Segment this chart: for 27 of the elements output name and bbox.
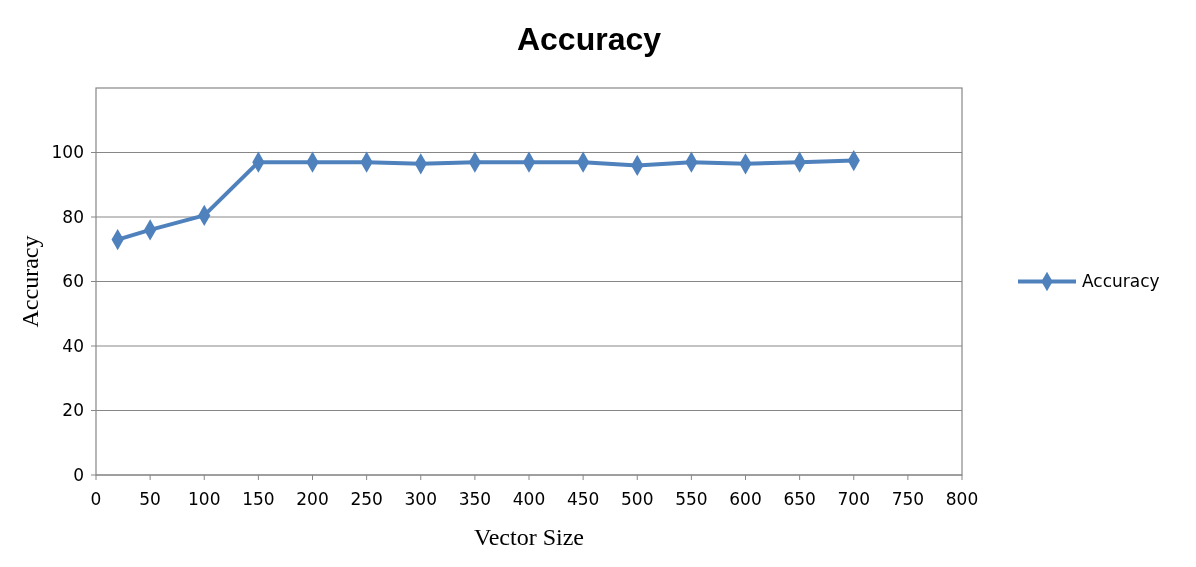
chart-title: Accuracy [516,21,662,57]
x-tick-label: 400 [512,489,546,509]
x-tick-label: 150 [242,489,275,509]
x-tick-label: 750 [891,489,925,509]
x-tick-label: 500 [621,489,654,509]
x-tick-label: 800 [945,489,979,509]
x-tick-label: 550 [675,489,708,509]
x-tick-label: 0 [90,489,102,509]
x-tick-label: 450 [566,489,600,509]
y-tick-label: 100 [51,142,84,163]
x-tick-label: 700 [837,489,870,509]
y-tick-label: 0 [73,464,84,485]
x-axis-title: Vector Size [474,524,584,550]
y-tick-label: 40 [62,335,84,356]
x-tick-label: 650 [783,489,816,509]
legend-label: Accuracy [1082,271,1160,292]
x-tick-label: 250 [350,489,383,509]
y-axis-title: Accuracy [17,235,43,328]
x-tick-label: 600 [729,489,762,509]
y-tick-label: 60 [62,271,84,292]
x-tick-label: 300 [404,489,437,509]
x-tick-label: 100 [188,489,221,509]
x-tick-label: 350 [458,489,492,509]
x-tick-label: 200 [296,489,329,509]
y-tick-label: 20 [62,400,84,421]
y-tick-label: 80 [62,206,84,227]
x-tick-label: 50 [139,489,161,509]
